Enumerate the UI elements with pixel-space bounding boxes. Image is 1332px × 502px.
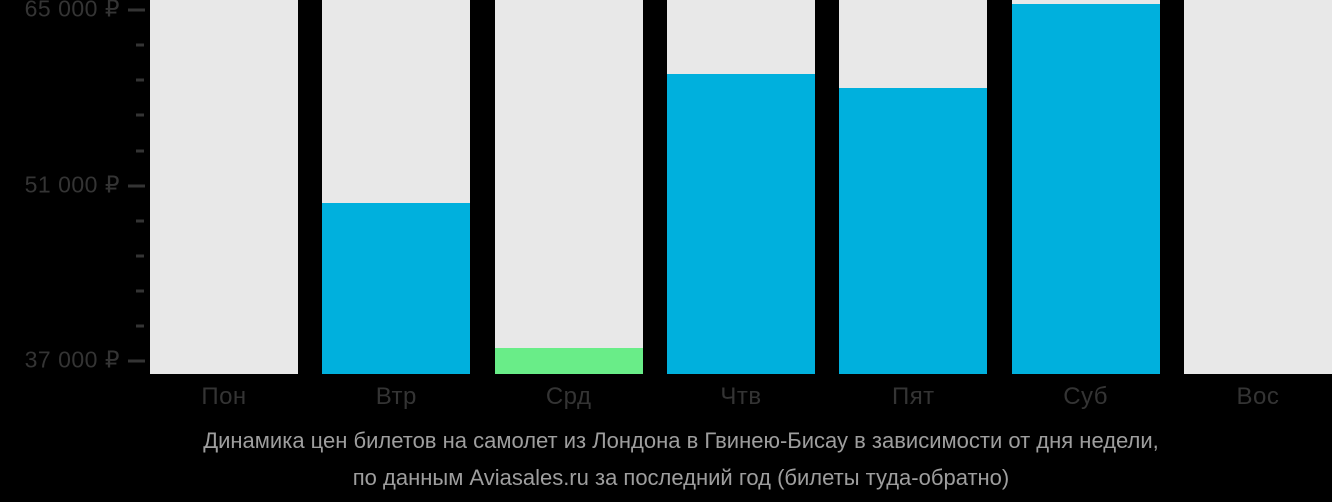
price-bar <box>839 87 988 374</box>
y-axis-minor-tick <box>136 78 144 82</box>
price-bar <box>1011 3 1160 374</box>
price-bar <box>322 203 471 374</box>
bar-column: Пон <box>150 0 298 410</box>
x-axis-label: Пон <box>201 383 247 410</box>
bar-column: Вос <box>1183 0 1332 410</box>
y-axis-minor-tick <box>136 149 144 153</box>
y-axis-minor-tick <box>136 43 144 47</box>
y-axis-minor-tick <box>136 324 144 328</box>
price-bar <box>666 74 815 374</box>
x-axis-label: Срд <box>545 383 592 410</box>
x-axis-label: Пят <box>891 383 935 410</box>
y-axis-label: 51 000 ₽ <box>24 171 120 198</box>
bar-column: Пят <box>839 0 988 410</box>
y-axis-major-tick <box>128 184 145 188</box>
x-axis-label: Суб <box>1063 383 1109 410</box>
bar-column: Суб <box>1011 0 1160 410</box>
y-axis-minor-tick <box>136 289 144 293</box>
y-axis-minor-tick <box>136 113 144 117</box>
y-axis-major-tick <box>128 359 145 363</box>
x-axis-label: Чтв <box>720 383 762 410</box>
y-axis-minor-tick <box>136 219 144 223</box>
price-bar-min <box>494 347 643 374</box>
chart-title: Динамика цен билетов на самолет из Лондо… <box>30 422 1332 496</box>
y-axis-label: 37 000 ₽ <box>24 346 120 373</box>
bar-column: Чтв <box>666 0 815 410</box>
chart-title-line-2: по данным Aviasales.ru за последний год … <box>352 465 1010 490</box>
y-axis-label: 65 000 ₽ <box>24 0 120 22</box>
chart-title-line-1: Динамика цен билетов на самолет из Лондо… <box>203 428 1159 453</box>
x-axis-label: Втр <box>375 383 417 410</box>
y-axis-minor-tick <box>136 254 144 258</box>
bar-column: Втр <box>322 0 471 410</box>
bar-area: Пон Втр Срд Чтв Пят Суб Вос <box>150 0 1332 410</box>
y-axis-major-tick <box>128 8 145 12</box>
bar-column: Срд <box>494 0 643 410</box>
x-axis-label: Вос <box>1236 383 1280 410</box>
y-axis: 65 000 ₽ 51 000 ₽ 37 000 ₽ <box>0 0 150 374</box>
